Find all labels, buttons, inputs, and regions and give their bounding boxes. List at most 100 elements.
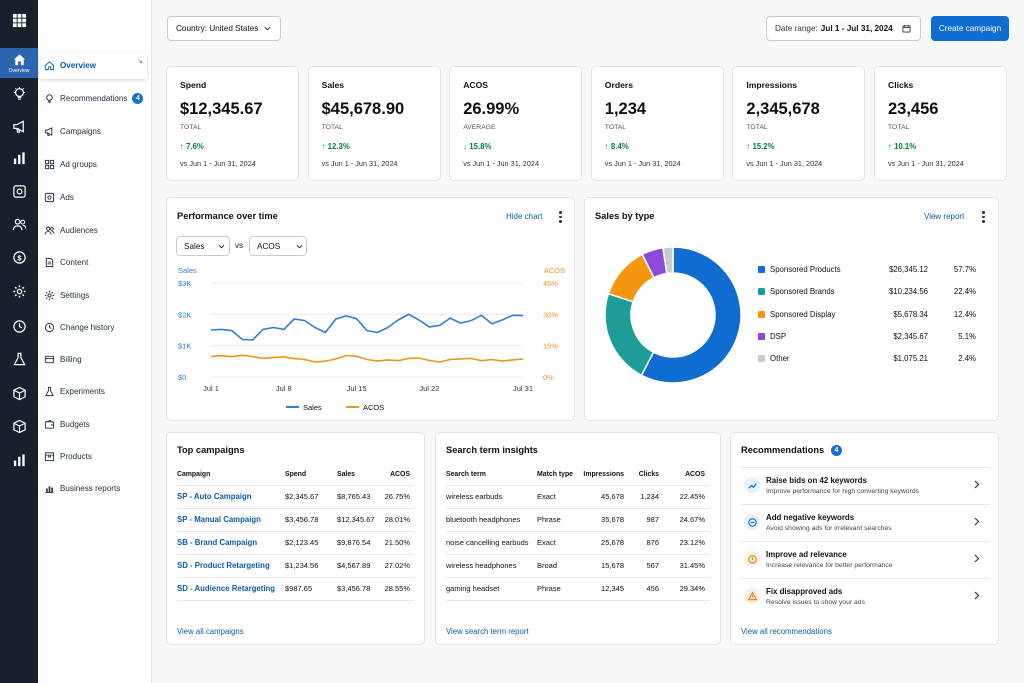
view-all-recommendations-link[interactable]: View all recommendations xyxy=(741,627,832,636)
rail-audiences-button[interactable] xyxy=(0,211,38,237)
table-divider xyxy=(177,485,414,486)
left-tick-label: $1K xyxy=(178,342,191,351)
nav-item-budgets[interactable]: Budgets xyxy=(39,411,147,438)
rail-experiments-button[interactable] xyxy=(0,346,38,372)
nav-item-recommendations[interactable]: Recommendations 4 xyxy=(39,85,147,112)
search-term-cell: noise cancelling earbuds xyxy=(446,538,529,547)
kpi-compare: vs Jun 1 - Jun 31, 2024 xyxy=(321,159,398,168)
nav-item-overview[interactable]: Overview ↘ xyxy=(39,52,147,79)
kpi-value: 26.99% xyxy=(463,100,520,118)
nav-item-campaigns[interactable]: Campaigns xyxy=(39,118,147,145)
campaign-link[interactable]: SD - Product Retargeting xyxy=(177,561,270,570)
table-cell: 23.12% xyxy=(679,538,705,547)
gear-icon xyxy=(44,290,55,301)
recommendation-title: Improve ad relevance xyxy=(766,550,847,559)
kpi-card-spend[interactable]: Spend $12,345.67 TOTAL ↑ 7.6% vs Jun 1 - Jun… xyxy=(166,66,299,181)
table-cell: 15,678 xyxy=(601,561,624,570)
legend-percent: 22.4% xyxy=(953,287,976,297)
right-tick-label: 30% xyxy=(543,310,558,319)
nav-item-content[interactable]: Content xyxy=(39,249,147,276)
nav-item-products[interactable]: Products xyxy=(39,443,147,470)
cube-icon xyxy=(12,419,26,433)
table-cell: 28.01% xyxy=(384,515,410,524)
country-select[interactable]: Country: United States xyxy=(167,16,281,41)
nav-item-experiments[interactable]: Experiments xyxy=(39,378,147,405)
kpi-card-acos[interactable]: ACOS 26.99% AVERAGE ↓ 15.8% vs Jun 1 - Jun 3… xyxy=(449,66,583,181)
rail-business-reports-button[interactable] xyxy=(0,447,38,473)
date-range-select[interactable]: Date range: Jul 1 - Jul 31, 2024 xyxy=(766,16,921,41)
hide-chart-link[interactable]: Hide chart xyxy=(506,212,543,221)
campaign-link[interactable]: SD - Audience Retargeting xyxy=(177,584,276,593)
nav-item-settings[interactable]: Settings xyxy=(39,282,147,309)
column-header[interactable]: ACOS xyxy=(390,471,410,478)
legend-percent: 5.1% xyxy=(958,331,976,341)
legend-sales-label: Sales xyxy=(303,403,322,412)
kpi-value: 1,234 xyxy=(604,100,647,118)
nav-item-ad-groups[interactable]: Ad groups xyxy=(39,151,147,178)
metric1-select[interactable]: Sales xyxy=(176,236,230,256)
column-header[interactable]: Clicks xyxy=(638,471,659,478)
column-header[interactable]: Search term xyxy=(446,471,486,478)
nav-item-audiences[interactable]: Audiences xyxy=(39,217,147,244)
table-cell: $987.65 xyxy=(285,584,313,593)
kpi-delta: ↓ 15.8% xyxy=(463,142,491,151)
rail-reports-button[interactable] xyxy=(0,145,38,171)
document-icon xyxy=(45,257,54,268)
nav-item-business-reports[interactable]: Business reports xyxy=(39,475,147,502)
recommendation-item[interactable]: Raise bids on 42 keywords Improve perform… xyxy=(741,467,990,501)
view-all-campaigns-link[interactable]: View all campaigns xyxy=(177,627,244,636)
recommendation-item[interactable]: Add negative keywords Avoid showing ads f… xyxy=(741,504,990,538)
kpi-card-impressions[interactable]: Impressions 2,345,678 TOTAL ↑ 15.2% vs Jun 1… xyxy=(732,66,866,181)
lightbulb-icon xyxy=(13,86,25,100)
rail-grid-button[interactable] xyxy=(0,6,38,34)
rail-billing-button[interactable]: $ xyxy=(0,244,38,270)
performance-more-button[interactable] xyxy=(559,211,562,225)
rail-campaigns-button[interactable] xyxy=(0,113,38,139)
column-header[interactable]: Sales xyxy=(337,471,356,478)
rail-settings-button[interactable] xyxy=(0,278,38,304)
legend-category: Sponsored Products xyxy=(770,265,841,274)
column-header[interactable]: Impressions xyxy=(583,471,624,478)
rail-history-button[interactable] xyxy=(0,313,38,339)
recommendation-item[interactable]: Improve ad relevance Increase relevance f… xyxy=(741,541,990,575)
campaign-link[interactable]: SP - Auto Campaign xyxy=(177,492,252,501)
rail-recommendations-button[interactable] xyxy=(0,80,38,106)
column-header[interactable]: Spend xyxy=(285,471,307,478)
ad-box-icon xyxy=(44,192,55,203)
column-header[interactable]: Match type xyxy=(537,471,573,478)
nav-item-label: Content xyxy=(60,258,89,267)
kpi-card-sales[interactable]: Sales $45,678.90 TOTAL ↑ 12.3% vs Jun 1 - Ju… xyxy=(307,66,441,181)
donut-slice-sponsored-brands[interactable] xyxy=(604,292,655,377)
rail-budgets-button[interactable] xyxy=(0,380,38,406)
column-header[interactable]: ACOS xyxy=(685,471,705,478)
view-report-link[interactable]: View report xyxy=(924,212,965,221)
sales-type-more-button[interactable] xyxy=(982,211,985,225)
kpi-sublabel: AVERAGE xyxy=(463,124,496,131)
column-header[interactable]: Campaign xyxy=(177,471,211,478)
campaign-link[interactable]: SP - Manual Campaign xyxy=(177,515,261,524)
rail-overview-button[interactable]: Overview xyxy=(0,48,38,78)
rail-ads-button[interactable] xyxy=(0,178,38,204)
legend-swatch xyxy=(758,310,765,318)
table-cell: $12,345.67 xyxy=(337,515,375,524)
rail-products-button[interactable] xyxy=(0,413,38,439)
kpi-card-clicks[interactable]: Clicks 23,456 TOTAL ↑ 10.1% vs Jun 1 - Jun 3… xyxy=(874,66,1007,181)
nav-item-billing[interactable]: Billing xyxy=(39,346,147,373)
donut-slice-other[interactable] xyxy=(662,246,674,275)
campaign-link[interactable]: SB - Brand Campaign xyxy=(177,538,258,547)
x-tick-label: Jul 15 xyxy=(347,384,367,393)
metric2-select[interactable]: ACOS xyxy=(249,236,307,256)
kpi-sublabel: TOTAL xyxy=(604,124,627,131)
recommendation-description: Increase relevance for better performanc… xyxy=(766,562,893,569)
kpi-delta: ↑ 7.6% xyxy=(180,142,204,151)
recommendation-item[interactable]: Fix disapproved ads Resolve issues to sho… xyxy=(741,578,990,612)
nav-item-ads[interactable]: Ads xyxy=(39,184,147,211)
create-campaign-button[interactable]: Create campaign xyxy=(931,16,1009,41)
search-term-cell: wireless headphones xyxy=(446,561,517,570)
kpi-card-orders[interactable]: Orders 1,234 TOTAL ↑ 8.4% vs Jun 1 - Jun 31,… xyxy=(590,66,724,181)
nav-item-change-history[interactable]: Change history xyxy=(39,314,147,341)
donut-slice-sponsored-products[interactable] xyxy=(640,246,742,384)
table-cell: Broad xyxy=(537,561,558,570)
history-icon xyxy=(44,322,55,333)
view-search-term-report-link[interactable]: View search term report xyxy=(446,627,529,636)
